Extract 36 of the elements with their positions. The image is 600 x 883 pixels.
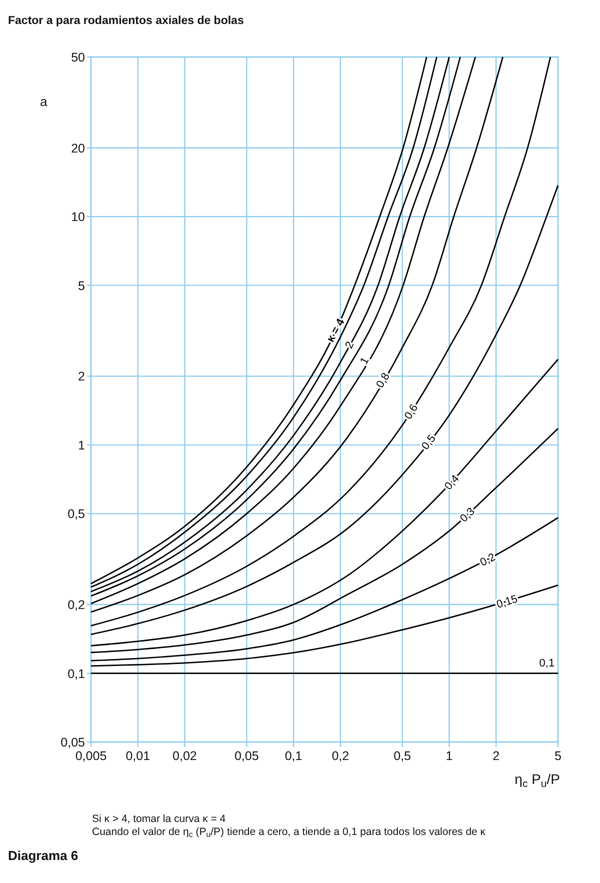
text: 0,3	[458, 506, 478, 525]
y-tick-label: 50	[71, 50, 86, 64]
x-tick-label: 5	[554, 749, 562, 763]
text: 0,2	[478, 551, 498, 569]
y-tick-label: 20	[71, 141, 86, 156]
x-tick-label: 0,2	[332, 749, 350, 763]
x-tick-label: 0,02	[172, 749, 197, 763]
y-tick-label: 0,1	[68, 666, 86, 681]
y-axis-title: a	[40, 94, 48, 109]
text: 1	[358, 356, 372, 367]
text: Diagrama 6	[8, 848, 78, 863]
text: 0,6	[402, 402, 421, 422]
y-tick-label: 5	[78, 278, 86, 293]
y-tick-label: 10	[71, 210, 86, 224]
text: 0,15	[495, 593, 520, 612]
x-tick-label: 0,01	[126, 749, 150, 763]
x-tick-label: 0,05	[234, 749, 259, 763]
x-tick-label: 0,1	[284, 749, 302, 763]
x-tick-label: 2	[492, 749, 500, 763]
text: 0,8	[374, 370, 392, 390]
x-tick-label: 0,005	[75, 749, 107, 763]
text: Cuando el valor de η$_{c}$ (P$_{u}$/P) tiende a cero, a tiende a 0,1 para todos los valores de κ	[92, 826, 486, 839]
x-axis-title: η$_{c}$ P$_{u}$/P	[514, 771, 560, 790]
chart-title: Factor a para rodamientos axiales de bolas	[8, 15, 244, 27]
text: 0,4	[442, 473, 462, 492]
x-tick-label: 0,5	[394, 749, 412, 763]
y-tick-label: 0,2	[68, 598, 86, 612]
text: 2	[343, 340, 357, 351]
series-label: 0,1	[539, 657, 555, 670]
y-tick-label: 2	[78, 370, 86, 384]
y-tick-label: 0,05	[60, 736, 86, 750]
x-tick-label: 1	[446, 749, 453, 763]
text: Si κ > 4, tomar la curva κ = 4	[92, 813, 226, 825]
y-tick-label: 0,5	[68, 507, 86, 522]
y-tick-label: 1	[78, 438, 86, 452]
text: 0,5	[420, 432, 438, 452]
